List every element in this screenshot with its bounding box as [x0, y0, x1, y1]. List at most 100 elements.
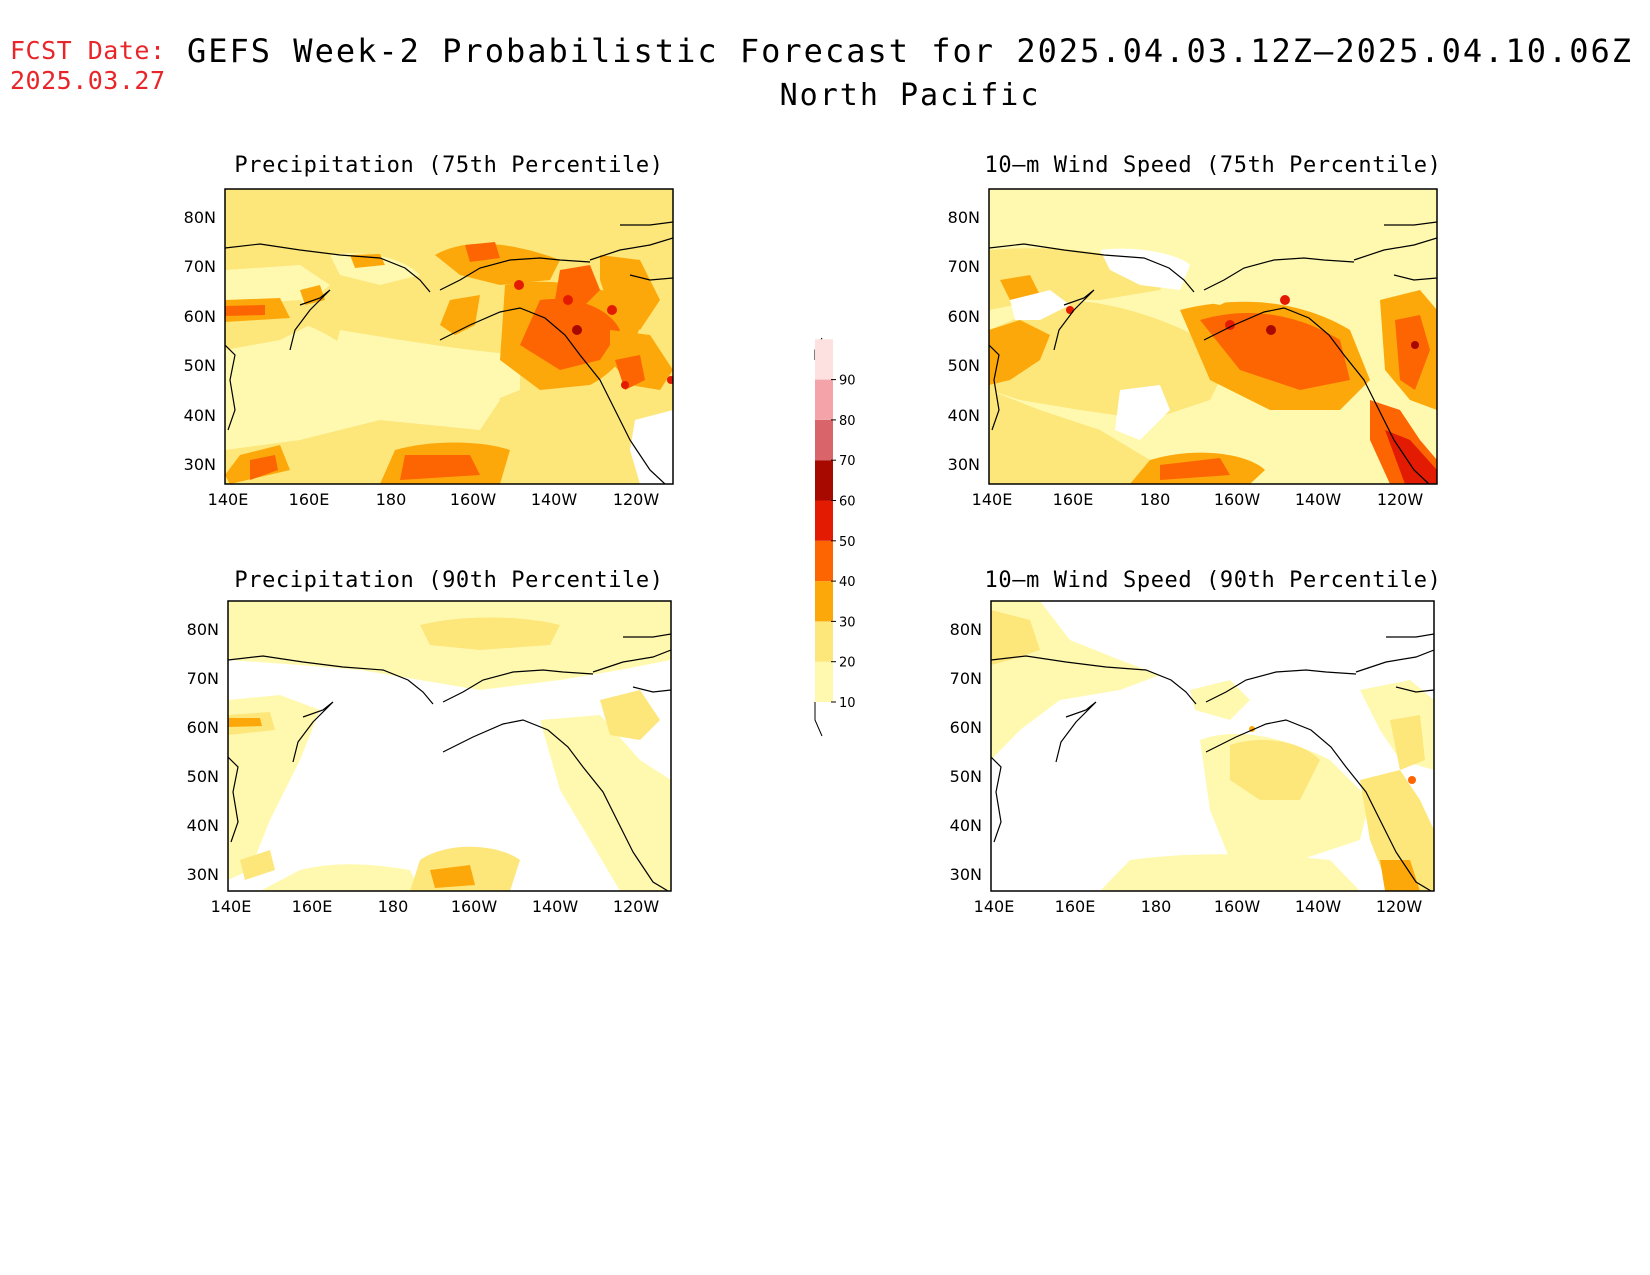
colorbar-labels: 10 20 30 40 50 60 70 80 90	[831, 374, 856, 711]
precip-90-field	[228, 601, 671, 891]
colorbar-level-label: 70	[839, 454, 856, 469]
colorbar-level-label: 20	[839, 656, 856, 671]
lat-label: 40N	[948, 406, 980, 425]
coastlines	[225, 221, 673, 484]
coastlines	[991, 633, 1434, 891]
lon-label: 140W	[531, 490, 578, 509]
lat-label: 30N	[184, 455, 216, 474]
colorbar-swatch	[815, 540, 833, 582]
wind-90-field	[991, 601, 1434, 891]
lat-label: 60N	[948, 307, 980, 326]
forecast-date-value: 2025.03.27	[10, 66, 166, 95]
lon-label: 140E	[974, 897, 1015, 916]
lat-label: 30N	[948, 455, 980, 474]
panel-precip-75: Precipitation (75th Percentile)	[184, 153, 674, 509]
colorbar-swatch	[815, 500, 833, 541]
region-subtitle: North Pacific	[779, 78, 1041, 113]
coastlines	[228, 633, 671, 891]
lon-label: 120W	[613, 897, 660, 916]
lon-label: 140W	[1295, 490, 1342, 509]
forecast-date-caption: FCST Date:	[10, 36, 166, 65]
colorbar-swatch	[815, 379, 833, 420]
panel-title: Precipitation (90th Percentile)	[234, 568, 663, 593]
lat-label: 80N	[950, 620, 982, 639]
lon-label: 140W	[1295, 897, 1342, 916]
colorbar-swatch	[815, 581, 833, 622]
colorbar-swatch	[815, 339, 833, 380]
lon-label: 160W	[451, 897, 498, 916]
lat-label: 50N	[948, 356, 980, 375]
axis-labels: 80N 70N 60N 50N 40N 30N 140E 160E 180 16…	[184, 208, 660, 509]
colorbar-swatch	[815, 419, 833, 461]
lat-label: 60N	[950, 718, 982, 737]
lat-label: 80N	[948, 208, 980, 227]
lat-label: 70N	[187, 669, 219, 688]
lat-label: 50N	[184, 356, 216, 375]
lon-label: 160W	[1214, 897, 1261, 916]
forecast-date-label: FCST Date: 2025.03.27	[10, 36, 166, 96]
lat-label: 30N	[950, 865, 982, 884]
lat-label: 60N	[184, 307, 216, 326]
lat-label: 80N	[187, 620, 219, 639]
lat-label: 50N	[950, 767, 982, 786]
colorbar-swatches	[815, 339, 833, 702]
colorbar-level-label: 90	[839, 374, 856, 389]
lat-label: 70N	[948, 257, 980, 276]
axis-labels: 80N 70N 60N 50N 40N 30N 140E 160E 180 16…	[187, 620, 660, 916]
lat-label: 70N	[184, 257, 216, 276]
lon-label: 120W	[1377, 490, 1424, 509]
lon-label: 160E	[1055, 897, 1096, 916]
lon-label: 120W	[613, 490, 660, 509]
colorbar-swatch	[815, 621, 833, 662]
lon-label: 160W	[1214, 490, 1261, 509]
panel-title: 10–m Wind Speed (90th Percentile)	[985, 568, 1442, 593]
panel-frame	[227, 600, 672, 892]
panel-wind-75: 10–m Wind Speed (75th Percentile)	[948, 153, 1442, 509]
coastlines	[989, 221, 1437, 484]
colorbar-bottom-arrow	[814, 702, 823, 737]
lat-label: 40N	[184, 406, 216, 425]
lon-label: 140E	[211, 897, 252, 916]
lat-label: 40N	[950, 816, 982, 835]
lon-label: 180	[376, 490, 407, 509]
lon-label: 180	[378, 897, 409, 916]
colorbar-level-label: 10	[839, 696, 856, 711]
wind-75-field	[989, 189, 1437, 484]
precip-75-field	[225, 189, 673, 484]
lon-label: 180	[1141, 897, 1172, 916]
lon-label: 140E	[208, 490, 249, 509]
lon-label: 140W	[532, 897, 579, 916]
colorbar-swatch	[815, 661, 833, 702]
colorbar-level-label: 80	[839, 414, 856, 429]
colorbar-level-label: 30	[839, 615, 856, 630]
lon-label: 120W	[1376, 897, 1423, 916]
lat-label: 30N	[187, 865, 219, 884]
panel-frame	[990, 600, 1435, 892]
colorbar-level-label: 40	[839, 575, 856, 590]
panel-frame	[224, 188, 674, 485]
lat-label: 60N	[187, 718, 219, 737]
lat-label: 50N	[187, 767, 219, 786]
colorbar: 10 20 30 40 50 60 70 80 90	[814, 337, 856, 737]
colorbar-swatch	[815, 460, 833, 501]
panel-wind-90: 10–m Wind Speed (90th Percentile)	[950, 568, 1442, 916]
panel-title: 10–m Wind Speed (75th Percentile)	[985, 153, 1442, 178]
lat-label: 40N	[187, 816, 219, 835]
lat-label: 80N	[184, 208, 216, 227]
lon-label: 140E	[972, 490, 1013, 509]
panel-precip-90: Precipitation (90th Percentile)	[187, 568, 672, 916]
main-title: GEFS Week-2 Probabilistic Forecast for 2…	[186, 32, 1634, 70]
colorbar-level-label: 60	[839, 495, 856, 510]
panel-title: Precipitation (75th Percentile)	[234, 153, 663, 178]
panel-frame	[988, 188, 1438, 485]
lon-label: 160E	[292, 897, 333, 916]
lon-label: 180	[1140, 490, 1171, 509]
lat-label: 70N	[950, 669, 982, 688]
lon-label: 160E	[289, 490, 330, 509]
axis-labels: 80N 70N 60N 50N 40N 30N 140E 160E 180 16…	[948, 208, 1424, 509]
colorbar-level-label: 50	[839, 535, 856, 550]
axis-labels: 80N 70N 60N 50N 40N 30N 140E 160E 180 16…	[950, 620, 1423, 916]
lon-label: 160W	[450, 490, 497, 509]
lon-label: 160E	[1053, 490, 1094, 509]
